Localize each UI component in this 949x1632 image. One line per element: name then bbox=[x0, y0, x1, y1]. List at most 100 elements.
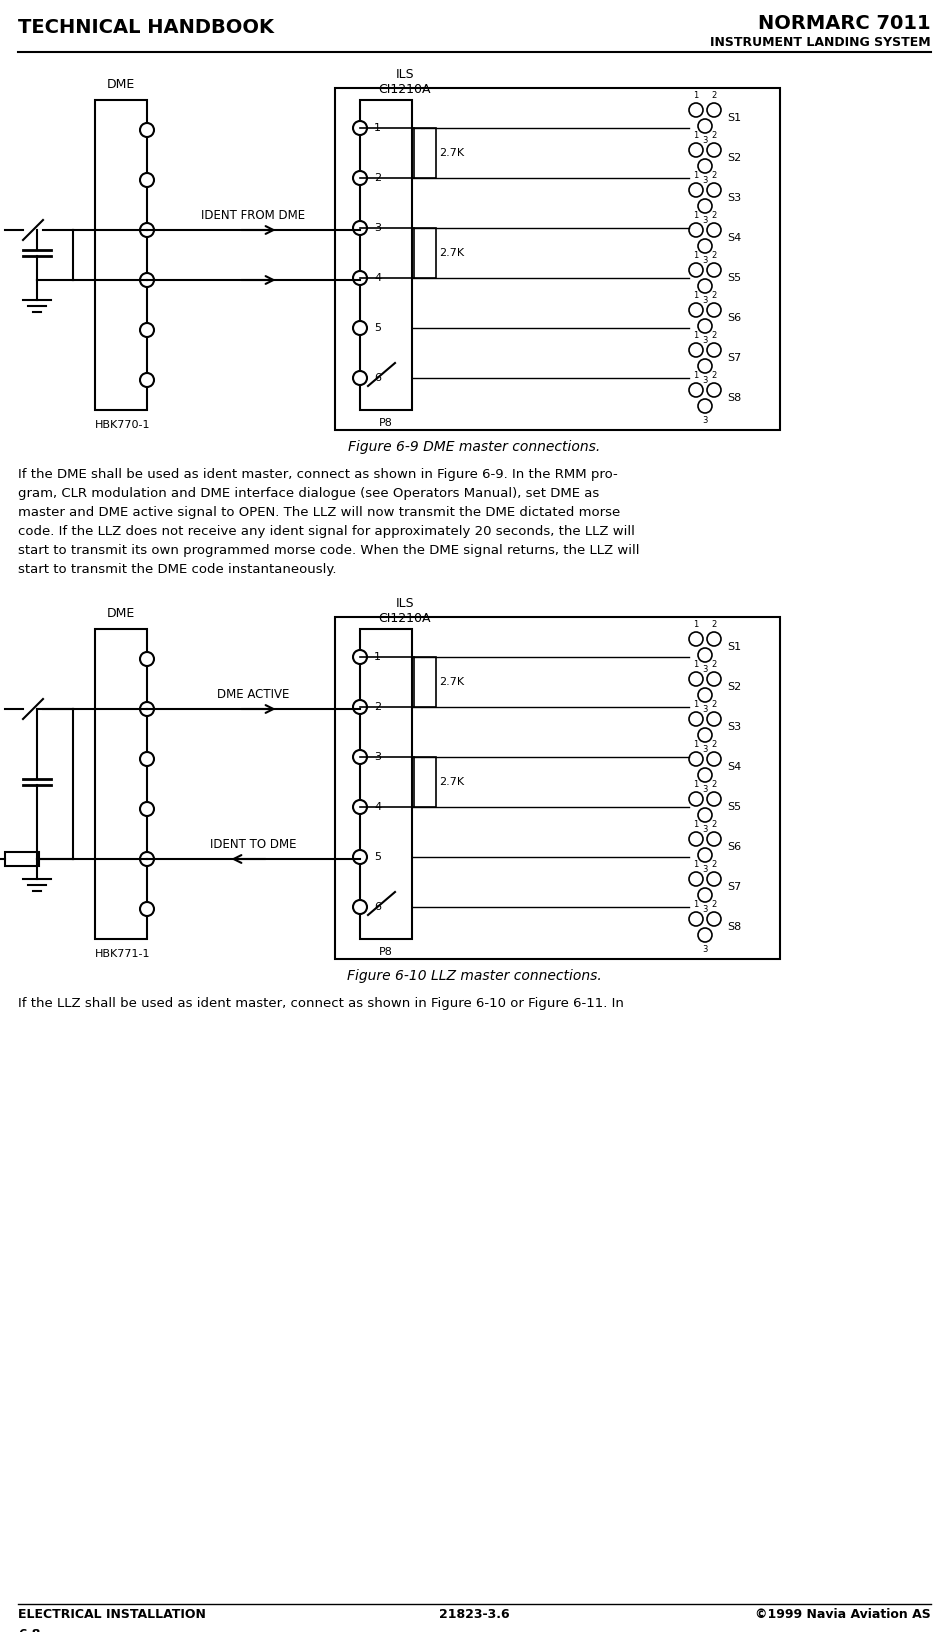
Circle shape bbox=[140, 852, 154, 867]
Text: S7: S7 bbox=[727, 881, 741, 893]
Text: 2.7K: 2.7K bbox=[439, 677, 464, 687]
Text: DME: DME bbox=[107, 78, 135, 91]
Text: S4: S4 bbox=[727, 233, 741, 243]
Bar bbox=[414, 757, 436, 806]
Text: S6: S6 bbox=[727, 842, 741, 852]
Text: 2: 2 bbox=[374, 702, 381, 712]
Text: 2: 2 bbox=[712, 131, 716, 140]
Bar bbox=[95, 628, 147, 938]
Text: 1: 1 bbox=[694, 290, 698, 300]
Text: master and DME active signal to OPEN. The LLZ will now transmit the DME dictated: master and DME active signal to OPEN. Th… bbox=[18, 506, 621, 519]
Text: 3: 3 bbox=[702, 135, 708, 145]
Bar bbox=[414, 658, 436, 707]
Circle shape bbox=[140, 653, 154, 666]
Text: 2: 2 bbox=[712, 780, 716, 788]
Text: 4: 4 bbox=[374, 273, 381, 282]
Text: 2: 2 bbox=[712, 620, 716, 628]
Text: 21823-3.6: 21823-3.6 bbox=[438, 1608, 510, 1621]
Text: S8: S8 bbox=[727, 922, 741, 932]
Circle shape bbox=[140, 122, 154, 137]
Text: 2: 2 bbox=[374, 173, 381, 183]
Text: 3: 3 bbox=[702, 906, 708, 914]
Text: S8: S8 bbox=[727, 393, 741, 403]
Text: NORMARC 7011: NORMARC 7011 bbox=[758, 15, 931, 33]
Text: 3: 3 bbox=[702, 375, 708, 385]
Text: 3: 3 bbox=[702, 416, 708, 424]
Text: 1: 1 bbox=[694, 860, 698, 868]
Text: S5: S5 bbox=[727, 801, 741, 813]
Text: 5: 5 bbox=[374, 852, 381, 862]
Text: CI1210A: CI1210A bbox=[379, 83, 431, 96]
Circle shape bbox=[353, 171, 367, 184]
Text: start to transmit the DME code instantaneously.: start to transmit the DME code instantan… bbox=[18, 563, 337, 576]
Bar bbox=[335, 617, 780, 960]
Bar bbox=[5, 852, 39, 867]
Text: code. If the LLZ does not receive any ident signal for approximately 20 seconds,: code. If the LLZ does not receive any id… bbox=[18, 526, 635, 539]
Circle shape bbox=[353, 800, 367, 814]
Text: TECHNICAL HANDBOOK: TECHNICAL HANDBOOK bbox=[18, 18, 274, 38]
Text: 1: 1 bbox=[694, 819, 698, 829]
Text: 3: 3 bbox=[702, 336, 708, 344]
Text: 2.7K: 2.7K bbox=[439, 777, 464, 787]
Text: 2: 2 bbox=[712, 739, 716, 749]
Text: 2: 2 bbox=[712, 91, 716, 100]
Circle shape bbox=[353, 121, 367, 135]
Text: 1: 1 bbox=[694, 700, 698, 708]
Text: 3: 3 bbox=[702, 215, 708, 225]
Text: 1: 1 bbox=[694, 659, 698, 669]
Text: 1: 1 bbox=[694, 739, 698, 749]
Text: 2: 2 bbox=[712, 659, 716, 669]
Text: 3: 3 bbox=[374, 752, 381, 762]
Circle shape bbox=[140, 702, 154, 716]
Text: 3: 3 bbox=[702, 865, 708, 875]
Text: 2: 2 bbox=[712, 899, 716, 909]
Text: 1: 1 bbox=[694, 370, 698, 380]
Text: 2.7K: 2.7K bbox=[439, 149, 464, 158]
Circle shape bbox=[140, 224, 154, 237]
Text: 1: 1 bbox=[694, 211, 698, 220]
Text: S1: S1 bbox=[727, 113, 741, 122]
Text: P8: P8 bbox=[379, 947, 393, 956]
Text: CI1210A: CI1210A bbox=[379, 612, 431, 625]
Text: 3: 3 bbox=[702, 664, 708, 674]
Text: 2: 2 bbox=[712, 331, 716, 339]
Text: S2: S2 bbox=[727, 682, 741, 692]
Text: 3: 3 bbox=[702, 705, 708, 715]
Circle shape bbox=[140, 752, 154, 765]
Text: ELECTRICAL INSTALLATION: ELECTRICAL INSTALLATION bbox=[18, 1608, 206, 1621]
Circle shape bbox=[353, 850, 367, 863]
Circle shape bbox=[353, 271, 367, 286]
Text: start to transmit its own programmed morse code. When the DME signal returns, th: start to transmit its own programmed mor… bbox=[18, 543, 640, 557]
Text: 1: 1 bbox=[694, 171, 698, 180]
Circle shape bbox=[353, 650, 367, 664]
Circle shape bbox=[353, 220, 367, 235]
Text: 3: 3 bbox=[702, 176, 708, 184]
Text: 2: 2 bbox=[712, 370, 716, 380]
Text: DME ACTIVE: DME ACTIVE bbox=[217, 689, 289, 702]
Text: Figure 6-10 LLZ master connections.: Figure 6-10 LLZ master connections. bbox=[346, 969, 602, 982]
Text: 2.7K: 2.7K bbox=[439, 248, 464, 258]
Text: S6: S6 bbox=[727, 313, 741, 323]
Bar bbox=[360, 100, 412, 410]
Text: 2: 2 bbox=[712, 211, 716, 220]
Text: 1: 1 bbox=[694, 251, 698, 259]
Text: S4: S4 bbox=[727, 762, 741, 772]
Circle shape bbox=[140, 273, 154, 287]
Text: 3: 3 bbox=[702, 945, 708, 955]
Text: 2: 2 bbox=[712, 700, 716, 708]
Bar bbox=[335, 88, 780, 429]
Text: 3: 3 bbox=[702, 744, 708, 754]
Text: gram, CLR modulation and DME interface dialogue (see Operators Manual), set DME : gram, CLR modulation and DME interface d… bbox=[18, 486, 599, 499]
Text: 3: 3 bbox=[374, 224, 381, 233]
Text: 2: 2 bbox=[712, 171, 716, 180]
Text: DME: DME bbox=[107, 607, 135, 620]
Text: 1: 1 bbox=[374, 653, 381, 663]
Circle shape bbox=[353, 899, 367, 914]
Circle shape bbox=[353, 751, 367, 764]
Text: 6-8: 6-8 bbox=[18, 1629, 41, 1632]
Text: HBK771-1: HBK771-1 bbox=[95, 948, 151, 960]
Text: 3: 3 bbox=[702, 826, 708, 834]
Text: HBK770-1: HBK770-1 bbox=[95, 419, 151, 429]
Circle shape bbox=[140, 323, 154, 336]
Text: 6: 6 bbox=[374, 902, 381, 912]
